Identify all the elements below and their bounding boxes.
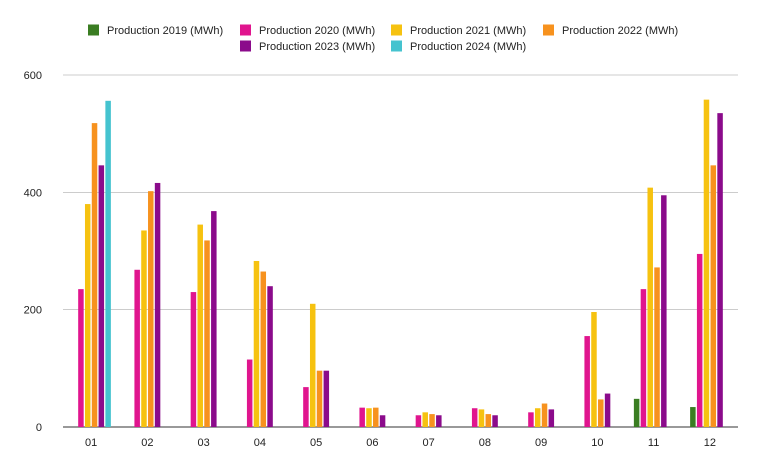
legend-item: Production 2020 (MWh) (240, 24, 375, 37)
bar-production-2020-mwh-m04 (246, 359, 253, 427)
bar-production-2019-mwh-m12 (690, 407, 696, 427)
bar-production-2020-mwh-m02 (134, 269, 140, 427)
x-tick-label: 09 (535, 437, 547, 449)
bar-production-2022-mwh-m10 (598, 399, 604, 427)
bar-production-2023-mwh-m09 (548, 409, 555, 427)
x-tick-label: 01 (85, 437, 97, 449)
bar-production-2024-mwh-m01 (105, 100, 111, 428)
bar-production-2023-mwh-m03 (211, 211, 217, 427)
x-tick-label: 02 (141, 437, 153, 449)
bar-production-2021-mwh-m04 (253, 260, 260, 427)
bar-production-2023-mwh-m10 (604, 393, 611, 427)
bar-production-2023-mwh-m05 (323, 370, 330, 427)
legend-label: Production 2019 (MWh) (107, 25, 223, 37)
bar-production-2020-mwh-m12 (696, 253, 703, 427)
legend-item: Production 2019 (MWh) (88, 24, 223, 37)
bar-production-2021-mwh-m03 (197, 224, 203, 427)
bar-production-2022-mwh-m08 (485, 414, 492, 427)
bar-production-2020-mwh-m08 (471, 408, 478, 427)
x-tick-label: 04 (254, 437, 266, 449)
bar-production-2023-mwh-m06 (379, 415, 386, 427)
legend-label: Production 2022 (MWh) (562, 25, 678, 37)
bar-production-2022-mwh-m06 (373, 407, 379, 427)
legend-item: Production 2021 (MWh) (391, 24, 526, 37)
y-tick-label: 600 (24, 70, 42, 82)
bar-production-2020-mwh-m09 (528, 412, 534, 427)
bar-production-2020-mwh-m10 (584, 336, 590, 427)
y-axis: 0 200 400 600 (24, 70, 42, 434)
legend-label: Production 2024 (MWh) (410, 41, 526, 53)
legend-swatch (391, 40, 402, 52)
x-tick-label: 12 (704, 437, 716, 449)
bar-production-2022-mwh-m11 (654, 267, 660, 427)
bar-production-2019-mwh-m11 (633, 398, 640, 427)
bar-production-2020-mwh-m07 (415, 415, 422, 427)
y-tick-label: 200 (24, 305, 42, 317)
bar-production-2023-mwh-m01 (98, 165, 105, 427)
bar-production-2021-mwh-m01 (84, 204, 91, 427)
bar-production-2022-mwh-m03 (204, 240, 210, 427)
legend-item: Production 2024 (MWh) (391, 40, 526, 53)
legend-swatch (543, 24, 554, 36)
legend-label: Production 2023 (MWh) (259, 41, 375, 53)
bars (78, 99, 723, 428)
legend-swatch (391, 24, 402, 36)
y-tick-label: 400 (24, 187, 42, 199)
bar-production-2022-mwh-m09 (541, 403, 548, 427)
bar-production-2022-mwh-m04 (260, 271, 267, 427)
bar-production-2021-mwh-m05 (309, 303, 316, 427)
bar-production-2022-mwh-m02 (148, 191, 154, 427)
gridlines (63, 74, 738, 428)
bar-production-2023-mwh-m07 (436, 415, 442, 427)
bar-production-2021-mwh-m11 (647, 187, 653, 427)
bar-production-2023-mwh-m12 (717, 113, 723, 427)
bar-production-2021-mwh-m12 (703, 99, 710, 427)
bar-production-2021-mwh-m10 (591, 312, 597, 427)
bar-production-2022-mwh-m01 (91, 123, 98, 428)
bar-production-2020-mwh-m01 (78, 289, 84, 427)
x-tick-label: 11 (648, 437, 659, 449)
y-tick-label: 0 (36, 422, 42, 434)
x-tick-label: 03 (198, 437, 210, 449)
bar-production-2023-mwh-m02 (154, 182, 161, 427)
bar-production-2021-mwh-m06 (366, 408, 372, 427)
bar-production-2023-mwh-m04 (267, 286, 273, 427)
bar-production-2020-mwh-m03 (190, 292, 197, 427)
legend-label: Production 2021 (MWh) (410, 25, 526, 37)
bar-production-2020-mwh-m11 (640, 289, 647, 427)
legend-item: Production 2023 (MWh) (240, 40, 375, 53)
bar-production-2021-mwh-m07 (422, 412, 428, 427)
legend-swatch (240, 24, 251, 36)
bar-production-2021-mwh-m09 (534, 408, 541, 427)
x-tick-label: 10 (591, 437, 603, 449)
legend: Production 2019 (MWh) Production 2020 (MW… (88, 24, 678, 53)
bar-production-2023-mwh-m11 (661, 195, 667, 427)
bar-production-2022-mwh-m12 (710, 165, 717, 427)
bar-production-2020-mwh-m05 (303, 387, 309, 427)
bar-production-2022-mwh-m07 (429, 414, 435, 427)
x-tick-label: 08 (479, 437, 491, 449)
x-tick-label: 06 (366, 437, 378, 449)
legend-swatch (240, 40, 251, 52)
legend-label: Production 2020 (MWh) (259, 25, 375, 37)
legend-swatch (88, 24, 99, 36)
bar-production-2021-mwh-m02 (141, 230, 147, 427)
x-tick-label: 07 (423, 437, 435, 449)
bar-production-2022-mwh-m05 (316, 370, 323, 427)
legend-item: Production 2022 (MWh) (543, 24, 678, 37)
x-axis: 01 02 03 04 05 06 07 08 09 10 11 12 (85, 437, 716, 449)
bar-production-2021-mwh-m08 (478, 409, 485, 427)
bar-production-2023-mwh-m08 (492, 415, 498, 427)
bar-production-2020-mwh-m06 (359, 407, 365, 427)
x-tick-label: 05 (310, 437, 322, 449)
